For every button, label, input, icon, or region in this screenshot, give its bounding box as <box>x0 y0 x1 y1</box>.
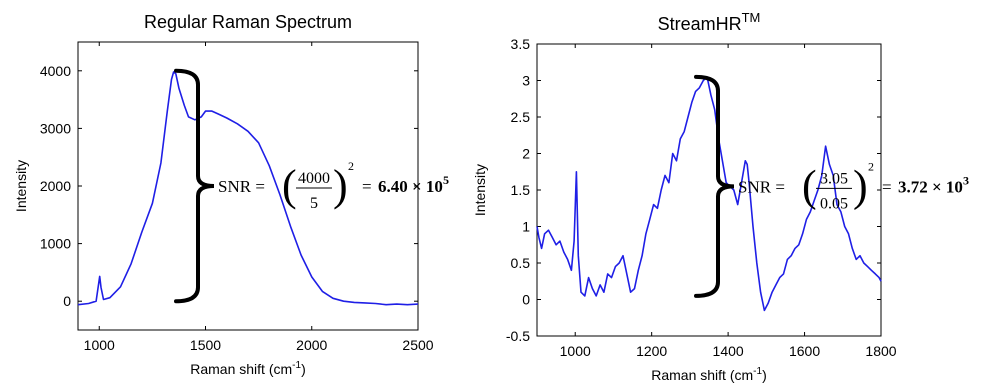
close-paren: ) <box>853 161 868 210</box>
y-tick-label: 0 <box>63 293 71 309</box>
x-tick-label: 1000 <box>560 343 591 359</box>
y-axis-label: Intensity <box>472 164 488 216</box>
y-tick-label: -0.5 <box>506 328 530 344</box>
x-tick-label: 1200 <box>636 343 667 359</box>
spectrum-line <box>536 76 882 312</box>
regular-raman-chart: Regular Raman Spectrum 1000 1500 2000 2500 0… <box>13 12 449 377</box>
x-axis-label: Raman shift (cm-1) <box>190 360 306 377</box>
plot-area: 1000 1200 1400 1600 1800 -0.5 0 0.5 1 1.5 2 2.5 3 3.5… <box>506 36 969 359</box>
x-tick-label: 2500 <box>402 337 433 353</box>
open-paren: ( <box>282 161 297 210</box>
snr-equation: SNR = (4000 5) 2 = 6.40 × 105 <box>218 159 449 212</box>
fraction-numerator: 4000 <box>298 170 330 187</box>
spectrum-line <box>77 71 419 306</box>
x-tick-label: 1800 <box>865 343 896 359</box>
chart-title: Regular Raman Spectrum <box>144 12 352 32</box>
y-tick-label: 4000 <box>40 63 71 79</box>
snr-label: SNR = <box>738 177 785 196</box>
exponent-2: 2 <box>348 159 354 173</box>
streamhr-chart: StreamHRTM 1000 1200 1400 1600 1800-0.500.51… <box>472 10 969 383</box>
y-tick-label: 0 <box>522 292 530 308</box>
y-tick-label: 3 <box>522 73 530 89</box>
y-tick-label: 3.5 <box>511 36 531 52</box>
fraction-denominator: 0.05 <box>820 195 848 212</box>
y-tick-label: 0.5 <box>511 255 531 271</box>
equals-sign: = <box>882 177 892 196</box>
y-tick-label: 3000 <box>40 120 71 136</box>
fraction-numerator: 3.05 <box>820 170 848 187</box>
y-tick-label: 2.5 <box>511 109 531 125</box>
x-tick-label: 1400 <box>713 343 744 359</box>
x-tick-label: 1500 <box>190 337 221 353</box>
y-tick-label: 2000 <box>40 178 71 194</box>
y-tick-label: 1.5 <box>511 182 531 198</box>
x-tick-label: 1600 <box>789 343 820 359</box>
open-paren: ( <box>802 161 817 210</box>
snr-result: 6.40 × 105 <box>378 173 449 196</box>
brace-bracket <box>694 74 735 298</box>
y-tick-label: 1000 <box>40 236 71 252</box>
snr-label: SNR = <box>218 177 265 196</box>
x-tick-label: 2000 <box>296 337 327 353</box>
equals-sign: = <box>362 177 372 196</box>
y-tick-label: 2 <box>522 146 530 162</box>
fraction-denominator: 5 <box>310 195 318 212</box>
snr-result: 3.72 × 103 <box>898 173 969 196</box>
y-axis-label: Intensity <box>13 160 29 212</box>
chart-title: StreamHRTM <box>658 10 761 34</box>
brace-bracket <box>174 68 215 304</box>
y-tick-label: 1 <box>522 219 530 235</box>
close-paren: ) <box>333 161 348 210</box>
x-axis-label: Raman shift (cm-1) <box>651 366 767 383</box>
snr-equation: SNR = (3.05 0.05) 2 = 3.72 × 103 <box>738 159 969 212</box>
exponent-2: 2 <box>868 159 874 173</box>
x-tick-label: 1000 <box>84 337 115 353</box>
